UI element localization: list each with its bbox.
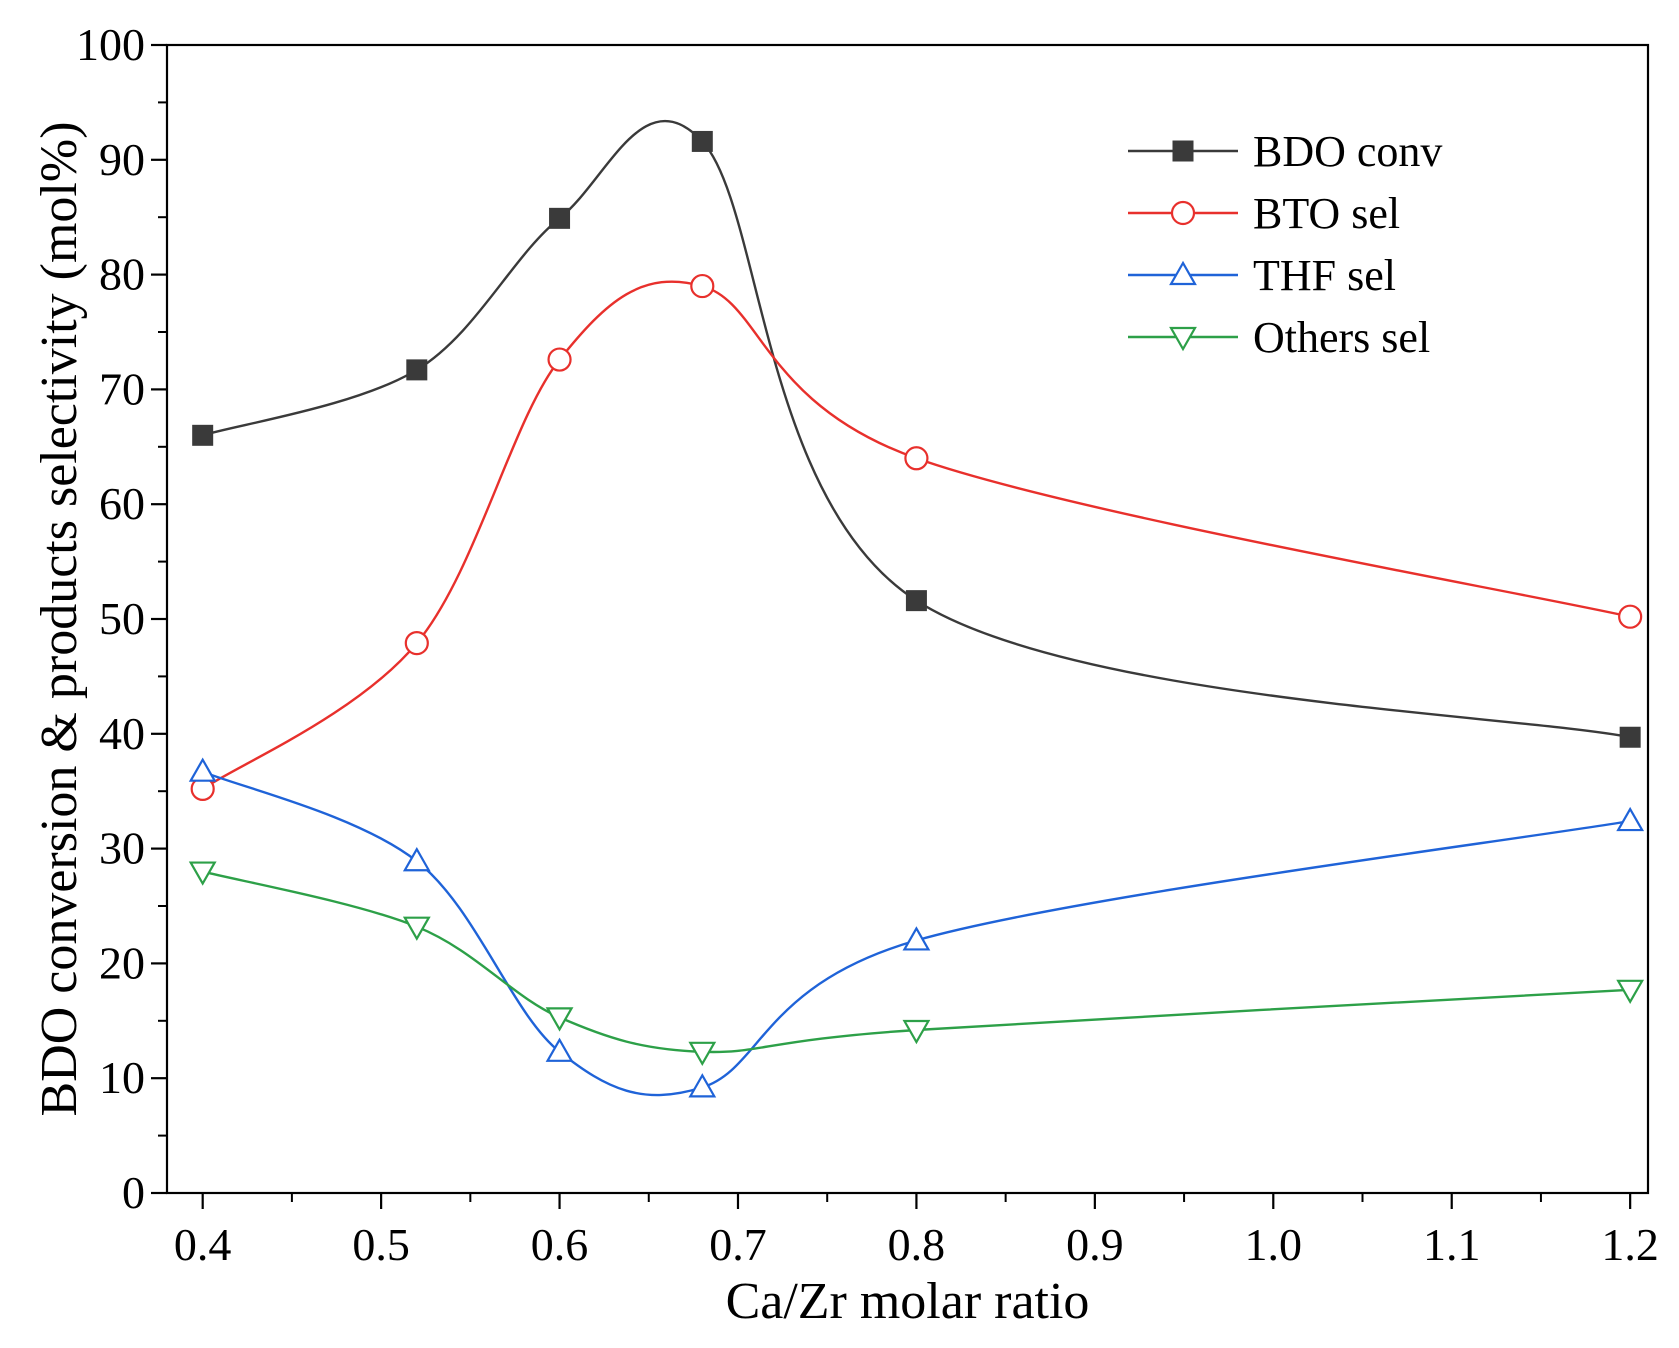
x-tick-label: 1.2 — [1601, 1219, 1659, 1270]
data-point — [549, 207, 571, 229]
data-point — [688, 1073, 717, 1098]
legend-label: BDO conv — [1253, 127, 1442, 176]
legend-item: BDO conv — [1128, 127, 1442, 176]
legend-marker — [1172, 140, 1194, 162]
y-tick-label: 90 — [99, 134, 145, 185]
series-others-sel — [188, 861, 1645, 1067]
x-tick-label: 0.8 — [888, 1219, 946, 1270]
y-tick-label: 10 — [99, 1052, 145, 1103]
y-tick-label: 0 — [122, 1167, 145, 1218]
legend-label: THF sel — [1253, 251, 1396, 300]
data-point — [547, 347, 572, 372]
y-tick-label: 80 — [99, 249, 145, 300]
data-point — [188, 757, 217, 782]
data-point — [545, 1037, 574, 1062]
legend-label: BTO sel — [1253, 189, 1400, 238]
legend: BDO conv BTO sel THF sel Others sel — [1128, 127, 1442, 362]
legend-item: THF sel — [1128, 251, 1396, 300]
data-point — [402, 916, 431, 941]
y-tick-label: 70 — [99, 363, 145, 414]
data-point — [1618, 604, 1643, 629]
data-point — [902, 926, 931, 951]
data-point — [406, 359, 428, 381]
y-tick-label: 40 — [99, 708, 145, 759]
y-tick-label: 100 — [76, 19, 145, 70]
series-bdo-conv — [192, 119, 1641, 748]
legend-label: Others sel — [1253, 313, 1430, 362]
x-tick-label: 1.0 — [1245, 1219, 1303, 1270]
y-tick-label: 60 — [99, 478, 145, 529]
data-point — [905, 590, 927, 612]
x-tick-label: 1.1 — [1423, 1219, 1481, 1270]
data-point — [1619, 726, 1641, 748]
data-point — [192, 424, 214, 446]
data-point — [404, 631, 429, 656]
data-point — [688, 1041, 717, 1067]
y-tick-label: 20 — [99, 937, 145, 988]
data-point — [691, 130, 713, 152]
legend-item: BTO sel — [1128, 189, 1400, 238]
y-axis-title: BDO conversion & products selectivity (m… — [31, 121, 88, 1116]
x-tick-label: 0.9 — [1066, 1219, 1124, 1270]
data-point — [188, 861, 217, 886]
x-tick-label: 0.7 — [709, 1219, 767, 1270]
y-axis: 0 10 20 30 40 50 60 70 80 90 100 — [76, 19, 167, 1218]
series-thf-sel — [188, 757, 1645, 1098]
x-tick-label: 0.4 — [174, 1219, 232, 1270]
x-axis: 0.4 0.5 0.6 0.7 0.8 0.9 1.0 1.1 1.2 — [174, 1193, 1659, 1270]
y-tick-label: 50 — [99, 593, 145, 644]
data-point — [1616, 979, 1645, 1005]
series-layer — [188, 119, 1645, 1098]
legend-marker — [1169, 260, 1197, 286]
series-bto-sel — [190, 273, 1643, 802]
legend-marker — [1170, 200, 1196, 226]
data-point — [690, 273, 715, 299]
x-tick-label: 0.6 — [531, 1219, 589, 1270]
legend-item: Others sel — [1128, 313, 1430, 362]
y-tick-label: 30 — [99, 823, 145, 874]
data-point — [902, 1019, 931, 1045]
data-point — [545, 1007, 574, 1032]
data-point — [904, 446, 929, 471]
legend-marker — [1169, 326, 1197, 352]
data-point — [402, 847, 431, 872]
x-tick-label: 0.5 — [352, 1219, 410, 1270]
x-axis-title: Ca/Zr molar ratio — [726, 1273, 1090, 1330]
data-point — [1616, 806, 1645, 832]
